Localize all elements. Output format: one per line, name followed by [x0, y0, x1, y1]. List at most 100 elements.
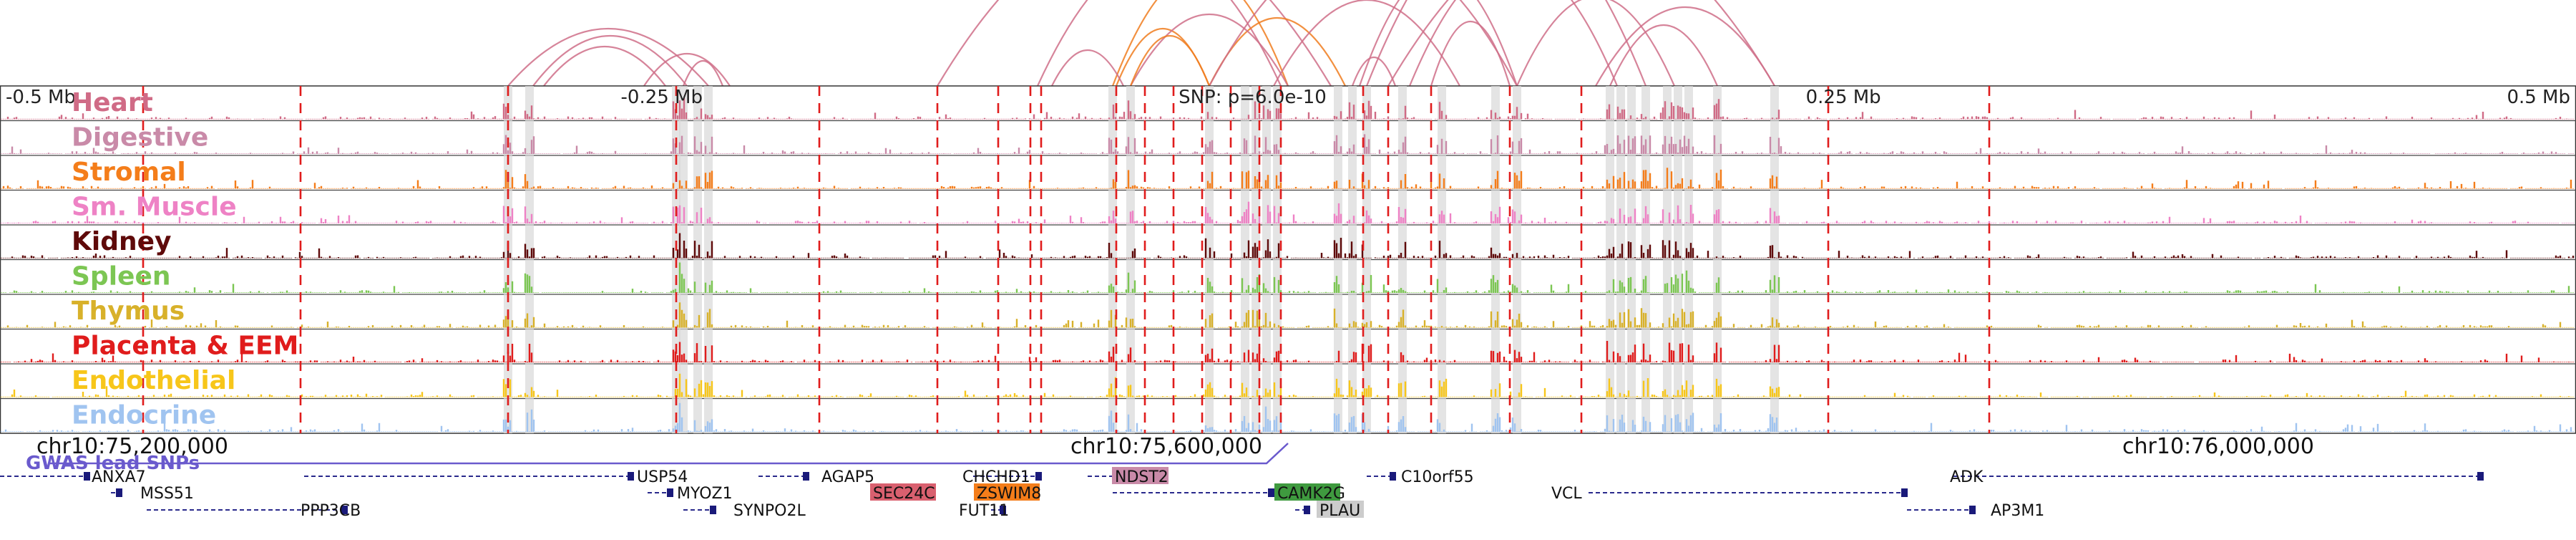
- chromatin-loop-arc: [1595, 6, 1775, 87]
- gene-zswim8: ZSWIM8: [974, 483, 1041, 503]
- coordinate-axis: chr10:75,200,000 chr10:75,600,000 chr10:76…: [26, 434, 2314, 474]
- gene-sec24c: SEC24C: [870, 483, 936, 503]
- peak-highlight-column: [1713, 86, 1722, 433]
- gene-myoz1: MYOZ1: [648, 485, 733, 503]
- gene-exon: [1035, 472, 1042, 481]
- gene-exon: [116, 488, 122, 497]
- chromatin-loop-arc: [1130, 13, 1289, 87]
- gene-c10orf55: C10orf55: [1367, 468, 1474, 486]
- gene-exon: [84, 472, 90, 481]
- peak-highlight-column: [1513, 86, 1521, 433]
- signal-peaks: [0, 341, 2575, 362]
- chromatin-loop-arc: [1387, 0, 1775, 87]
- gene-adk: ADK: [1950, 468, 2484, 486]
- gene-label: C10orf55: [1401, 468, 1474, 486]
- chromatin-loop-arc: [1111, 0, 1289, 87]
- coordinate-label: chr10:75,600,000: [1070, 434, 1262, 459]
- peak-highlight-column: [1438, 86, 1446, 433]
- gene-exon: [1000, 506, 1006, 514]
- peak-highlight-column: [679, 86, 688, 433]
- chromatin-loop-arc: [1129, 34, 1211, 87]
- gene-mss51: MSS51: [111, 485, 194, 503]
- gene-exon: [1268, 488, 1274, 497]
- signal-track-5: [0, 262, 2575, 293]
- signal-peaks: [0, 262, 2575, 293]
- chromatin-loop-arc: [1609, 24, 1719, 87]
- chromatin-loop-arc: [1430, 21, 1511, 87]
- chromatin-loop-arc: [532, 34, 688, 87]
- peak-highlight-column: [1674, 86, 1682, 433]
- gwas-lead-snps-label: GWAS lead SNPs: [26, 453, 200, 474]
- signal-track-1: [0, 134, 2575, 154]
- gwas-lead-snp-line: [50, 443, 1289, 465]
- track-label: Digestive: [72, 123, 208, 153]
- signal-track-3: [0, 201, 2575, 223]
- gene-exon: [667, 488, 673, 497]
- gene-exon: [341, 506, 348, 514]
- gene-label: PLAU: [1319, 502, 1360, 520]
- signal-peaks: [0, 373, 2575, 397]
- track-label: Endothelial: [72, 366, 235, 395]
- gene-exon: [1304, 506, 1310, 514]
- ruler-tick-label: 0.25 Mb: [1806, 87, 1881, 108]
- peak-highlight-column: [1348, 86, 1357, 433]
- gene-label: AP3M1: [1991, 502, 2044, 520]
- peak-highlight-column: [1627, 86, 1636, 433]
- gene-usp54: USP54: [304, 468, 688, 486]
- gene-highlight-box: [974, 483, 1040, 501]
- track-label: Heart: [72, 88, 153, 117]
- peak-highlight-column: [1108, 86, 1117, 433]
- gene-ppp3cb: PPP3CB: [147, 502, 361, 520]
- gene-label: CAMK2G: [1277, 485, 1345, 503]
- signal-track-8: [0, 373, 2575, 397]
- gene-agap5: AGAP5: [758, 468, 874, 486]
- chromatin-loop-arc: [937, 0, 1332, 87]
- signal-track-6: [0, 302, 2575, 328]
- ruler-tick-label: -0.5 Mb: [6, 87, 76, 108]
- ruler-tick-label: 0.5 Mb: [2507, 87, 2570, 108]
- signal-track-4: [0, 233, 2575, 259]
- track-label: Spleen: [72, 262, 171, 291]
- gene-exon: [710, 506, 716, 514]
- peak-highlight-column: [525, 86, 534, 433]
- chromatin-loop-arc: [1358, 0, 1518, 87]
- gene-label: CHCHD1: [962, 468, 1030, 486]
- gene-chchd1: CHCHD1: [962, 468, 1042, 486]
- distance-ruler: -0.5 Mb -0.25 Mb SNP: p=6.0e-10 0.25 Mb 0.5 …: [6, 87, 2570, 108]
- signal-peaks: [0, 134, 2575, 154]
- gene-highlight-box: [1112, 467, 1169, 484]
- gene-ap3m1: AP3M1: [1907, 502, 2044, 520]
- gene-highlight-box: [1317, 501, 1364, 518]
- chromatin-loop-arc: [1408, 0, 1619, 87]
- gene-label: ANXA7: [92, 468, 146, 486]
- gene-label: NDST2: [1115, 468, 1169, 486]
- track-label: Placenta & EEM: [72, 332, 298, 361]
- peak-highlight-column: [1398, 86, 1407, 433]
- gene-highlight-box: [870, 483, 936, 501]
- signal-peaks: [0, 201, 2575, 223]
- track-label: Endocrine: [72, 401, 216, 430]
- gene-vcl: VCL: [1551, 485, 1908, 503]
- chromatin-loop-arc: [1209, 0, 1518, 87]
- chromatin-loop-arc: [507, 27, 709, 87]
- signal-tracks: [0, 98, 2575, 432]
- signal-peaks: [0, 168, 2575, 189]
- gene-highlight-box: [1274, 483, 1340, 501]
- chromatin-loop-arcs: [507, 0, 1775, 87]
- track-label: Stromal: [72, 158, 186, 187]
- chromatin-loop-arc: [1051, 49, 1124, 87]
- gene-label: PPP3CB: [301, 502, 361, 520]
- chromatin-loop-arc: [1273, 0, 1460, 87]
- gene-label: AGAP5: [821, 468, 874, 486]
- gene-label: USP54: [637, 468, 688, 486]
- peak-highlight-column: [1616, 86, 1625, 433]
- peak-highlight-column: [1252, 86, 1260, 433]
- signal-peaks: [0, 302, 2575, 328]
- coordinate-label: chr10:76,000,000: [2122, 434, 2314, 459]
- chromatin-loop-arc: [1516, 0, 1676, 87]
- signal-track-0: [0, 98, 2575, 120]
- peak-highlight-column: [1684, 86, 1693, 433]
